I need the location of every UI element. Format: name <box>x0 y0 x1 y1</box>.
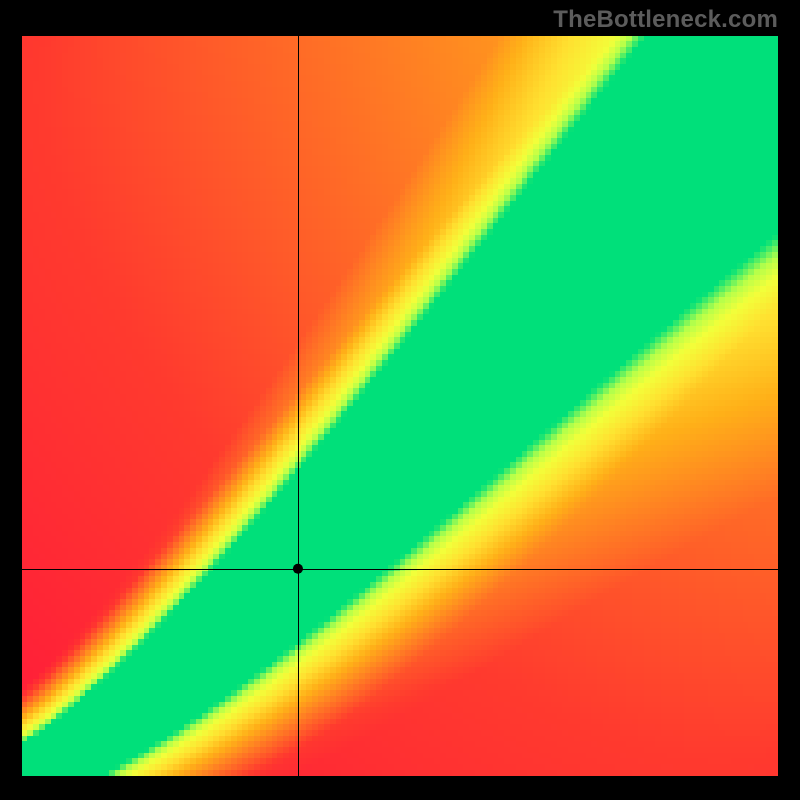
watermark-text: TheBottleneck.com <box>553 6 778 34</box>
page-root: TheBottleneck.com <box>0 0 800 800</box>
bottleneck-heatmap <box>22 36 778 776</box>
